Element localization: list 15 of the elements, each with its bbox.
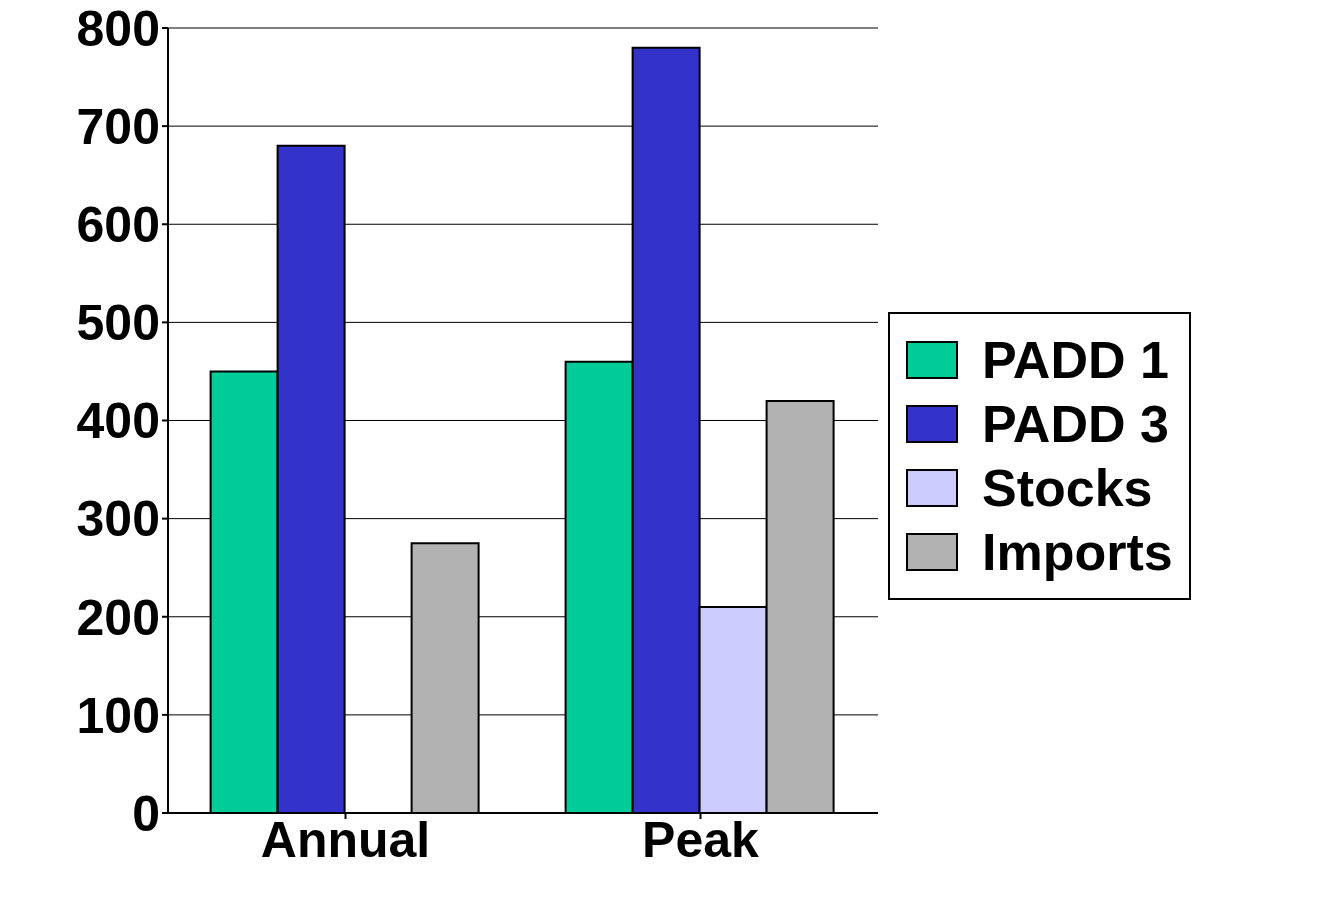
- y-tick-label: 200: [76, 589, 160, 646]
- x-tick-label: Peak: [642, 811, 760, 868]
- y-tick-label: 100: [76, 687, 160, 744]
- y-tick-label: 800: [76, 0, 160, 57]
- y-tick-label: 700: [76, 98, 160, 155]
- y-tick-label: 0: [132, 785, 160, 842]
- x-tick-label: Annual: [260, 811, 431, 868]
- y-tick-label: 400: [76, 393, 160, 450]
- legend-label: PADD 1: [982, 329, 1169, 390]
- legend-label: Imports: [982, 521, 1173, 582]
- y-tick-label: 300: [76, 491, 160, 548]
- y-tick-label: 500: [76, 295, 160, 352]
- legend-label: PADD 3: [982, 393, 1169, 454]
- y-tick-label: 600: [76, 197, 160, 253]
- legend-label: Stocks: [982, 457, 1153, 518]
